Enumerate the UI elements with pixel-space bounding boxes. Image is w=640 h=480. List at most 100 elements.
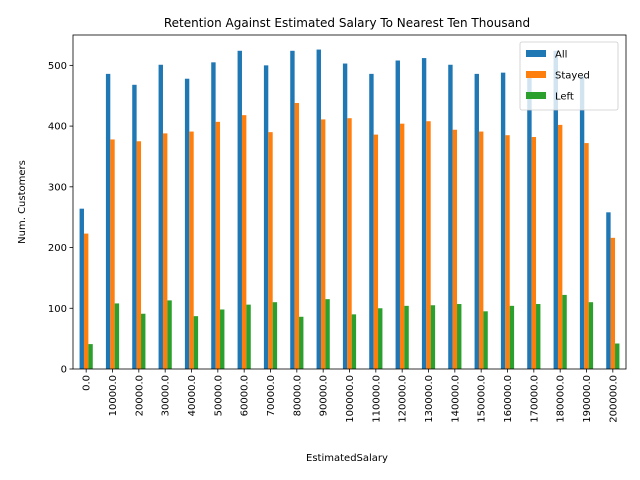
bar-stayed-120000.0 <box>399 123 405 369</box>
bar-stayed-50000.0 <box>215 121 221 369</box>
bar-all-160000.0 <box>500 72 506 370</box>
bar-left-110000.0 <box>378 308 383 369</box>
bar-stayed-190000.0 <box>584 143 589 369</box>
bar-left-160000.0 <box>509 305 515 369</box>
bar-all-170000.0 <box>527 72 532 369</box>
x-tick-label: 110000.0 <box>371 375 382 423</box>
x-tick-label: 160000.0 <box>503 375 514 423</box>
x-tick-label: 130000.0 <box>424 375 435 423</box>
x-tick-label: 60000.0 <box>240 375 251 416</box>
bar-stayed-80000.0 <box>294 103 300 369</box>
bar-stayed-180000.0 <box>557 124 563 369</box>
bar-left-100000.0 <box>351 314 357 369</box>
y-tick-label: 200 <box>48 243 67 254</box>
bar-left-20000.0 <box>141 313 146 369</box>
bar-all-90000.0 <box>316 49 321 369</box>
bar-left-10000.0 <box>114 303 120 369</box>
y-tick-label: 300 <box>48 182 67 193</box>
bar-left-180000.0 <box>562 294 567 369</box>
legend-swatch-all <box>526 50 546 57</box>
x-tick-label: 120000.0 <box>398 375 409 423</box>
y-tick-label: 0 <box>61 365 67 376</box>
bar-stayed-90000.0 <box>320 119 326 369</box>
x-tick-label: 0.0 <box>82 375 93 391</box>
x-tick-label: 180000.0 <box>556 375 567 423</box>
bar-all-10000.0 <box>105 73 111 370</box>
bar-stayed-30000.0 <box>162 133 168 369</box>
legend: All Stayed Left <box>519 41 619 111</box>
bar-left-90000.0 <box>325 299 330 369</box>
bar-stayed-10000.0 <box>110 139 115 369</box>
bar-all-180000.0 <box>553 50 558 369</box>
x-tick-label: 20000.0 <box>134 375 145 416</box>
x-tick-label: 30000.0 <box>161 375 172 416</box>
x-tick-label: 80000.0 <box>292 375 303 416</box>
bars-group <box>79 49 620 370</box>
bar-stayed-0.0 <box>83 233 89 369</box>
x-tick-label: 190000.0 <box>582 375 593 423</box>
bar-left-60000.0 <box>246 304 251 369</box>
y-tick-label: 500 <box>48 61 67 72</box>
bar-all-30000.0 <box>158 64 163 369</box>
bar-stayed-20000.0 <box>136 141 142 369</box>
legend-label-all: All <box>555 50 567 61</box>
x-axis-label: EstimatedSalary <box>306 453 388 464</box>
x-tick-label: 200000.0 <box>608 375 619 423</box>
bar-left-50000.0 <box>220 309 225 369</box>
bar-left-40000.0 <box>193 316 199 369</box>
bar-all-190000.0 <box>579 76 585 369</box>
x-tick-label: 10000.0 <box>108 375 119 416</box>
bar-all-80000.0 <box>290 50 295 369</box>
bar-stayed-160000.0 <box>505 135 510 369</box>
bar-left-140000.0 <box>457 304 462 369</box>
bar-all-50000.0 <box>211 62 216 369</box>
legend-label-stayed: Stayed <box>555 71 590 82</box>
bar-all-20000.0 <box>132 84 137 370</box>
y-tick-label: 100 <box>48 304 67 315</box>
bar-left-0.0 <box>88 344 93 369</box>
bar-all-200000.0 <box>606 212 611 369</box>
bar-left-70000.0 <box>272 302 278 369</box>
bar-left-170000.0 <box>536 304 541 369</box>
bar-stayed-70000.0 <box>268 132 273 369</box>
bar-stayed-200000.0 <box>610 237 616 369</box>
bar-all-110000.0 <box>369 73 374 370</box>
bar-left-130000.0 <box>430 305 436 369</box>
x-tick-label: 40000.0 <box>187 375 198 416</box>
bar-left-30000.0 <box>167 300 172 369</box>
y-axis-ticks: 0 100 200 300 400 500 <box>48 61 73 376</box>
bar-stayed-140000.0 <box>452 129 458 369</box>
x-tick-label: 100000.0 <box>345 375 356 423</box>
x-tick-label: 90000.0 <box>319 375 330 416</box>
bar-stayed-110000.0 <box>373 134 379 369</box>
x-tick-label: 150000.0 <box>477 375 488 423</box>
bar-all-150000.0 <box>474 73 479 370</box>
x-tick-label: 140000.0 <box>450 375 461 423</box>
bar-all-140000.0 <box>448 64 453 369</box>
bar-left-120000.0 <box>404 305 409 369</box>
bar-stayed-170000.0 <box>531 137 537 369</box>
bar-stayed-40000.0 <box>189 131 194 369</box>
legend-swatch-stayed <box>526 71 546 78</box>
bar-left-80000.0 <box>299 316 304 369</box>
bar-all-120000.0 <box>395 60 400 369</box>
bar-all-60000.0 <box>237 50 242 369</box>
bar-all-130000.0 <box>421 58 427 369</box>
bar-left-200000.0 <box>615 343 620 369</box>
legend-label-left: Left <box>555 92 574 103</box>
bar-stayed-60000.0 <box>241 115 247 369</box>
y-tick-label: 400 <box>48 122 67 133</box>
bar-all-0.0 <box>79 208 84 369</box>
x-axis-ticks: 0.0 10000.0 20000.0 30000.0 40000.0 50000.0 60… <box>82 369 619 423</box>
y-axis-label: Num. Customers <box>17 160 28 244</box>
x-tick-label: 70000.0 <box>266 375 277 416</box>
bar-stayed-150000.0 <box>478 131 484 369</box>
bar-all-100000.0 <box>342 63 348 369</box>
x-tick-label: 170000.0 <box>529 375 540 423</box>
bar-left-150000.0 <box>483 311 488 369</box>
bar-left-190000.0 <box>588 302 594 369</box>
legend-swatch-left <box>526 92 546 99</box>
bar-all-70000.0 <box>263 65 269 370</box>
x-tick-label: 50000.0 <box>213 375 224 416</box>
